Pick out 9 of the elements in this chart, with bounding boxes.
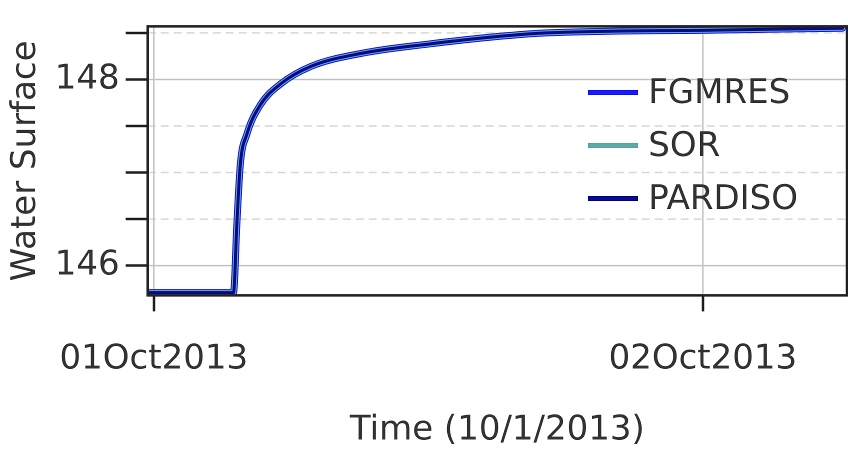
y-tick-label: 148	[54, 57, 120, 98]
x-axis-title: Time (10/1/2013)	[348, 408, 645, 448]
y-axis-title: Water Surface	[4, 40, 44, 282]
legend-label: SOR	[648, 124, 720, 167]
x-tick-label: 01Oct2013	[60, 338, 248, 378]
x-tick-label: 02Oct2013	[608, 338, 798, 378]
legend-label: FGMRES	[648, 71, 790, 114]
legend-label: PARDISO	[648, 177, 798, 220]
y-tick-label: 146	[54, 243, 120, 284]
